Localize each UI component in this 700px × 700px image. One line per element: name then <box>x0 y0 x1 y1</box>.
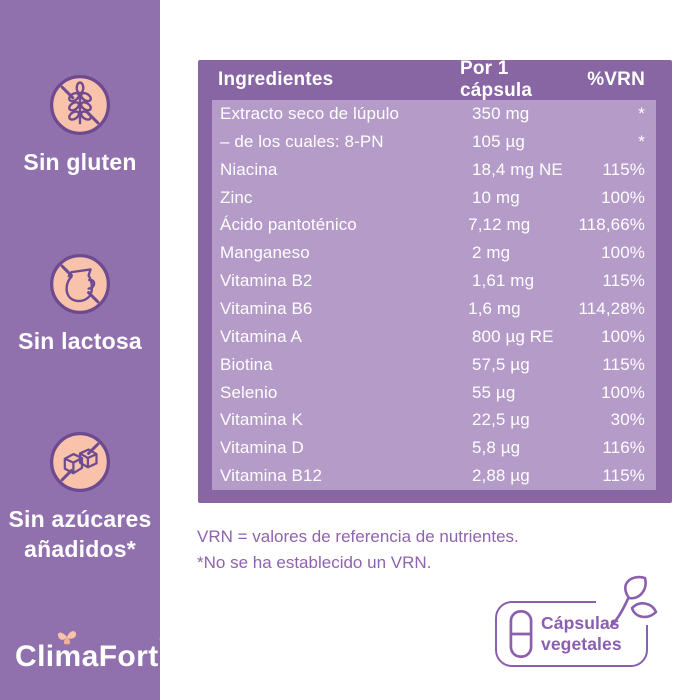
ingredient-cell: Vitamina D <box>220 438 304 458</box>
table-header: Ingredientes Por 1 cápsula %VRN <box>198 58 672 101</box>
table-row: Vitamina B12 2,88 µg 115% <box>212 462 656 490</box>
feature-lactose-free: Sin lactosa <box>0 251 160 356</box>
ingredient-cell: Vitamina K <box>220 410 303 430</box>
brand-logo: ClimaFort® <box>15 634 168 674</box>
badge-text-line2: vegetales <box>541 634 622 654</box>
ingredient-cell: Manganeso <box>220 243 310 263</box>
vrn-cell: 100% <box>601 187 645 207</box>
amount-cell: 350 mg <box>472 103 530 123</box>
vrn-cell: 30% <box>610 410 645 430</box>
feature-label-lactose: Sin lactosa <box>18 328 142 354</box>
header-per-capsule: Por 1 cápsula <box>460 58 533 101</box>
footnote-no-vrn: *No se ha establecido un VRN. <box>197 553 432 572</box>
nutrition-table: Ingredientes Por 1 cápsula %VRN Extracto… <box>198 58 672 503</box>
ingredient-cell: Ácido pantoténico <box>220 215 357 235</box>
amount-cell: 5,8 µg <box>472 438 521 458</box>
footnote-vrn-definition: VRN = valores de referencia de nutriente… <box>197 527 519 546</box>
amount-cell: 18,4 mg NE <box>472 159 563 179</box>
vrn-cell: 100% <box>601 382 645 402</box>
table-body: Extracto seco de lúpulo 350 mg * – de lo… <box>212 100 656 490</box>
badge-border-gap-top <box>596 598 650 608</box>
amount-cell: 22,5 µg <box>472 410 530 430</box>
vrn-cell: * <box>638 103 645 123</box>
table-row: – de los cuales: 8-PN 105 µg * <box>212 128 656 156</box>
table-row: Ácido pantoténico 7,12 mg 118,66% <box>212 211 656 239</box>
feature-label-sugar: Sin azúcares añadidos* <box>8 506 152 562</box>
feature-gluten-free: Sin gluten <box>0 72 160 177</box>
table-row: Manganeso 2 mg 100% <box>212 239 656 267</box>
footnotes: VRN = valores de referencia de nutriente… <box>197 524 519 576</box>
ingredient-cell: Niacina <box>220 159 278 179</box>
vrn-cell: 100% <box>601 243 645 263</box>
sidebar: Sin gluten Sin lactosa <box>0 0 168 700</box>
amount-cell: 1,61 mg <box>472 271 535 291</box>
feature-no-added-sugar: Sin azúcares añadidos* <box>0 429 160 564</box>
feature-label-gluten: Sin gluten <box>23 149 137 175</box>
table-row: Vitamina B2 1,61 mg 115% <box>212 267 656 295</box>
vegetal-capsules-badge: Cápsulas vegetales <box>495 575 658 667</box>
badge-text: Cápsulas vegetales <box>541 613 622 655</box>
vrn-cell: 115% <box>602 466 645 486</box>
table-row: Vitamina D 5,8 µg 116% <box>212 434 656 462</box>
amount-cell: 7,12 mg <box>468 215 531 235</box>
table-row: Vitamina A 800 µg RE 100% <box>212 323 656 351</box>
vrn-cell: 118,66% <box>578 215 645 235</box>
ingredient-cell: Selenio <box>220 382 278 402</box>
amount-cell: 10 mg <box>472 187 520 207</box>
capsule-icon <box>509 610 533 658</box>
amount-cell: 800 µg RE <box>472 326 554 346</box>
table-row: Zinc 10 mg 100% <box>212 184 656 212</box>
amount-cell: 2,88 µg <box>472 466 530 486</box>
brand-logo-text: ClimaFort <box>15 640 159 673</box>
milk-jug-crossed-icon <box>49 253 111 315</box>
vrn-cell: 115% <box>602 271 645 291</box>
table-row: Niacina 18,4 mg NE 115% <box>212 156 656 184</box>
ingredient-cell: Extracto seco de lúpulo <box>220 103 400 123</box>
amount-cell: 1,6 mg <box>468 298 521 318</box>
table-row: Extracto seco de lúpulo 350 mg * <box>212 100 656 128</box>
sugar-cubes-crossed-icon <box>49 431 111 493</box>
registered-mark: ® <box>159 634 169 646</box>
ingredient-cell: Vitamina B2 <box>220 271 313 291</box>
wheat-crossed-icon <box>49 74 111 136</box>
ingredient-cell: Vitamina B12 <box>220 466 323 486</box>
vrn-cell: 114,28% <box>578 298 645 318</box>
table-row: Vitamina B6 1,6 mg 114,28% <box>212 295 656 323</box>
table-row: Selenio 55 µg 100% <box>212 379 656 407</box>
vrn-cell: * <box>638 131 645 151</box>
leaves-icon <box>609 575 658 628</box>
amount-cell: 57,5 µg <box>472 354 530 374</box>
amount-cell: 2 mg <box>472 243 511 263</box>
vrn-cell: 116% <box>602 438 645 458</box>
ingredient-cell: Vitamina B6 <box>220 298 313 318</box>
header-vrn: %VRN <box>587 69 645 90</box>
vrn-cell: 100% <box>601 326 645 346</box>
ingredient-cell: Vitamina A <box>220 326 302 346</box>
badge-text-line1: Cápsulas <box>541 613 620 633</box>
ingredient-cell: Biotina <box>220 354 273 374</box>
vrn-cell: 115% <box>602 354 645 374</box>
table-row: Biotina 57,5 µg 115% <box>212 351 656 379</box>
ingredient-cell: – de los cuales: 8-PN <box>220 131 384 151</box>
butterfly-icon <box>57 631 77 645</box>
amount-cell: 105 µg <box>472 131 525 151</box>
ingredient-cell: Zinc <box>220 187 253 207</box>
table-row: Vitamina K 22,5 µg 30% <box>212 406 656 434</box>
amount-cell: 55 µg <box>472 382 516 402</box>
vrn-cell: 115% <box>602 159 645 179</box>
header-ingredients: Ingredientes <box>218 69 334 90</box>
